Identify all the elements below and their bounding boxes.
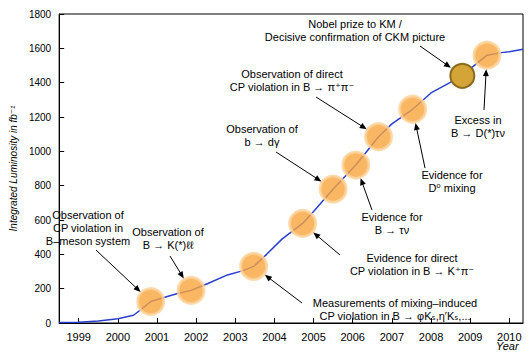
svg-text:2010: 2010 <box>497 331 521 343</box>
svg-text:Observation of direct: Observation of direct <box>241 68 343 80</box>
svg-text:2000: 2000 <box>106 331 130 343</box>
svg-text:2003: 2003 <box>223 331 247 343</box>
svg-text:Observation of: Observation of <box>226 123 298 135</box>
svg-text:Nobel prize to KM /: Nobel prize to KM / <box>308 18 402 30</box>
svg-text:B → τν: B → τν <box>375 224 410 236</box>
svg-text:B–meson system: B–meson system <box>46 235 130 247</box>
svg-text:1800: 1800 <box>29 9 52 20</box>
svg-text:Evidence for direct: Evidence for direct <box>366 252 457 264</box>
svg-text:400: 400 <box>34 249 51 260</box>
svg-text:B → D(*)τν: B → D(*)τν <box>451 127 505 139</box>
svg-text:1600: 1600 <box>29 43 52 54</box>
svg-text:0: 0 <box>46 318 52 329</box>
svg-text:1400: 1400 <box>29 77 52 88</box>
svg-text:1200: 1200 <box>29 112 52 123</box>
svg-text:800: 800 <box>34 180 51 191</box>
svg-text:2009: 2009 <box>458 331 482 343</box>
svg-text:200: 200 <box>34 283 51 294</box>
svg-text:Year: Year <box>496 339 519 352</box>
svg-text:600: 600 <box>34 215 51 226</box>
svg-text:2004: 2004 <box>262 331 286 343</box>
svg-text:2001: 2001 <box>145 331 169 343</box>
svg-text:Evidence for: Evidence for <box>361 211 422 223</box>
svg-text:2007: 2007 <box>380 331 404 343</box>
svg-text:CP violation in B → K⁺π⁻: CP violation in B → K⁺π⁻ <box>350 265 474 277</box>
svg-text:B → K(*)ℓℓ: B → K(*)ℓℓ <box>143 239 194 251</box>
svg-text:b → dγ: b → dγ <box>245 136 280 148</box>
svg-text:Decisive confirmation of CKM p: Decisive confirmation of CKM picture <box>265 31 445 43</box>
svg-text:D⁰ mixing: D⁰ mixing <box>428 182 475 194</box>
svg-text:Excess in: Excess in <box>454 114 501 126</box>
svg-text:Observation of: Observation of <box>132 226 204 238</box>
svg-text:2002: 2002 <box>184 331 208 343</box>
svg-text:1999: 1999 <box>66 331 90 343</box>
svg-text:1000: 1000 <box>29 146 52 157</box>
svg-text:Measurements of mixing–induced: Measurements of mixing–induced <box>313 297 477 309</box>
svg-text:Evidence for: Evidence for <box>421 169 482 181</box>
svg-text:2006: 2006 <box>340 331 364 343</box>
svg-text:Observation of: Observation of <box>52 209 124 221</box>
svg-text:Integrated Luminosity in fb⁻¹: Integrated Luminosity in fb⁻¹ <box>8 105 19 232</box>
svg-text:2008: 2008 <box>419 331 443 343</box>
svg-text:CP violation in B → π⁺π⁻: CP violation in B → π⁺π⁻ <box>230 81 355 93</box>
svg-text:2005: 2005 <box>301 331 325 343</box>
svg-text:CP violation in B → φKₛ,η′Kₛ,.: CP violation in B → φKₛ,η′Kₛ,... <box>319 310 470 322</box>
svg-text:CP violation in: CP violation in <box>53 222 123 234</box>
